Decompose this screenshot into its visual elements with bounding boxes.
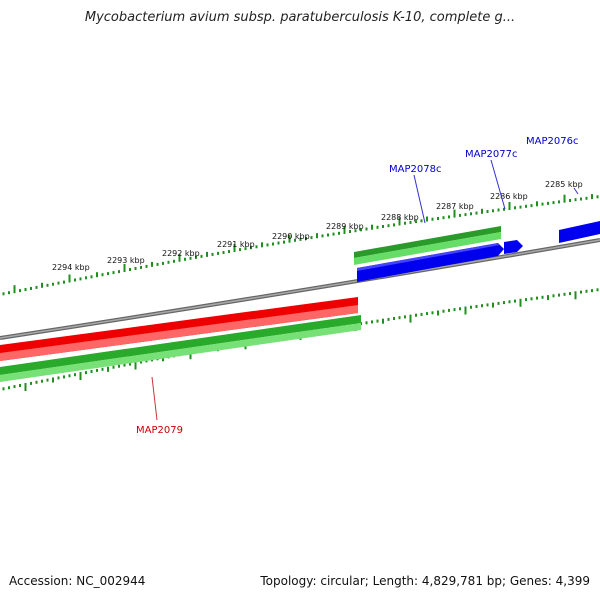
tick-label-2292: 2292 kbp xyxy=(162,249,200,258)
tick-label-2285: 2285 kbp xyxy=(545,180,583,189)
genome-backbone xyxy=(0,238,600,340)
tick-label-2288: 2288 kbp xyxy=(381,213,419,222)
label-leaders xyxy=(151,159,579,421)
accession-text: Accession: NC_002944 xyxy=(9,574,146,588)
feature-label-MAP2076c[interactable]: MAP2076c xyxy=(526,136,578,147)
tick-labels: 2294 kbp 2293 kbp 2292 kbp 2291 kbp 2290… xyxy=(52,180,583,272)
genome-summary-text: Topology: circular; Length: 4,829,781 bp… xyxy=(260,574,590,588)
tick-label-2290: 2290 kbp xyxy=(272,232,310,241)
forward-cds-MAP2076c[interactable] xyxy=(559,221,600,243)
outer-tick-ruler xyxy=(2,194,599,296)
feature-label-MAP2077c[interactable]: MAP2077c xyxy=(465,149,517,160)
feature-label-MAP2078c[interactable]: MAP2078c xyxy=(389,164,441,175)
tick-label-2293: 2293 kbp xyxy=(107,256,145,265)
reverse-gene-MAP2079[interactable] xyxy=(0,315,361,382)
tick-label-2294: 2294 kbp xyxy=(52,263,90,272)
reverse-cds-MAP2079[interactable] xyxy=(0,297,358,361)
forward-cds-MAP2078c[interactable] xyxy=(357,243,504,282)
tick-label-2289: 2289 kbp xyxy=(326,222,364,231)
feature-label-MAP2079[interactable]: MAP2079 xyxy=(136,425,183,436)
tick-label-2287: 2287 kbp xyxy=(436,202,474,211)
tick-label-2286: 2286 kbp xyxy=(490,192,528,201)
map-title: Mycobacterium avium subsp. paratuberculo… xyxy=(84,10,516,25)
forward-cds-MAP2077c[interactable] xyxy=(504,240,523,254)
tick-label-2291: 2291 kbp xyxy=(217,240,255,249)
feature-labels: MAP2076c MAP2077c MAP2078c MAP2079 xyxy=(136,136,578,436)
forward-gene-MAP2078c[interactable] xyxy=(354,226,501,265)
